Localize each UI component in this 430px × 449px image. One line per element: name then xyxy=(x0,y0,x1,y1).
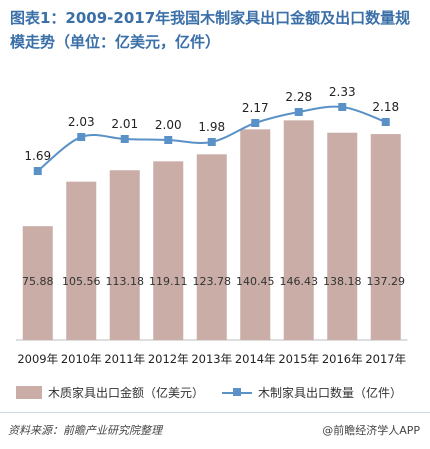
x-tick-label: 2014年 xyxy=(235,352,276,366)
legend-line-label: 木制家具出口数量（亿件） xyxy=(258,386,403,400)
source-note: 资料来源：前瞻产业研究院整理 xyxy=(8,424,162,437)
quantity-marker-2 xyxy=(77,133,86,141)
x-tick-label: 2015年 xyxy=(278,352,319,366)
legend-bar-label: 木质家具出口金额（亿美元） xyxy=(48,386,205,400)
quantity-value-label: 2.00 xyxy=(155,118,182,132)
bar-3 xyxy=(109,170,140,340)
quantity-value-label: 2.17 xyxy=(242,101,269,115)
quantity-value-label: 1.98 xyxy=(198,120,225,134)
bar-2 xyxy=(66,181,97,340)
x-tick-label: 2017年 xyxy=(365,352,406,366)
bar-value-label: 75.88 xyxy=(22,275,54,288)
bar-value-label: 105.56 xyxy=(62,275,101,288)
bar-value-label: 140.45 xyxy=(236,275,275,288)
legend-line-swatch xyxy=(222,386,252,399)
legend-item-export-quantity: 木制家具出口数量（亿件） xyxy=(222,384,402,401)
bar-value-label: 123.78 xyxy=(193,275,232,288)
quantity-value-label: 2.28 xyxy=(285,90,312,104)
bar-6 xyxy=(240,129,271,340)
bar-8 xyxy=(327,132,358,340)
bar-7 xyxy=(283,120,314,340)
legend-bar-swatch xyxy=(16,386,42,399)
quantity-value-label: 2.33 xyxy=(329,85,356,99)
legend-item-export-value: 木质家具出口金额（亿美元） xyxy=(16,384,204,401)
quantity-marker-3 xyxy=(120,135,129,143)
bar-4 xyxy=(153,161,184,340)
bar-5 xyxy=(196,154,227,340)
bar-value-label: 137.29 xyxy=(367,275,406,288)
quantity-marker-5 xyxy=(207,138,216,146)
x-tick-label: 2013年 xyxy=(191,352,232,366)
quantity-marker-1 xyxy=(33,167,42,175)
bar-value-label: 119.11 xyxy=(149,275,188,288)
quantity-value-label: 2.03 xyxy=(68,115,95,129)
x-tick-label: 2009年 xyxy=(17,352,58,366)
x-tick-label: 2010年 xyxy=(61,352,102,366)
bar-1 xyxy=(22,226,53,340)
bar-value-label: 138.18 xyxy=(323,275,362,288)
quantity-marker-8 xyxy=(338,103,347,111)
bar-value-label: 146.43 xyxy=(280,275,319,288)
quantity-value-label: 2.01 xyxy=(111,117,138,131)
quantity-marker-4 xyxy=(164,136,173,144)
footer-divider xyxy=(0,412,430,413)
quantity-value-label: 1.69 xyxy=(24,149,51,163)
quantity-marker-9 xyxy=(381,118,390,126)
bar-value-label: 113.18 xyxy=(106,275,145,288)
x-tick-label: 2011年 xyxy=(104,352,145,366)
bar-9 xyxy=(370,134,401,340)
x-tick-label: 2012年 xyxy=(148,352,189,366)
chart-canvas: 75.88 2009年 105.56 2010年 113.18 2011年 119.11 20… xyxy=(16,85,408,366)
chart-title: 图表1：2009-2017年我国木制家具出口金额及出口数量规模走势（单位：亿美元… xyxy=(10,9,411,51)
quantity-marker-7 xyxy=(294,108,303,116)
credit-note: @前瞻经济学人APP xyxy=(322,424,420,437)
x-tick-label: 2016年 xyxy=(322,352,363,366)
quantity-value-label: 2.18 xyxy=(372,100,399,114)
quantity-marker-6 xyxy=(251,119,260,127)
